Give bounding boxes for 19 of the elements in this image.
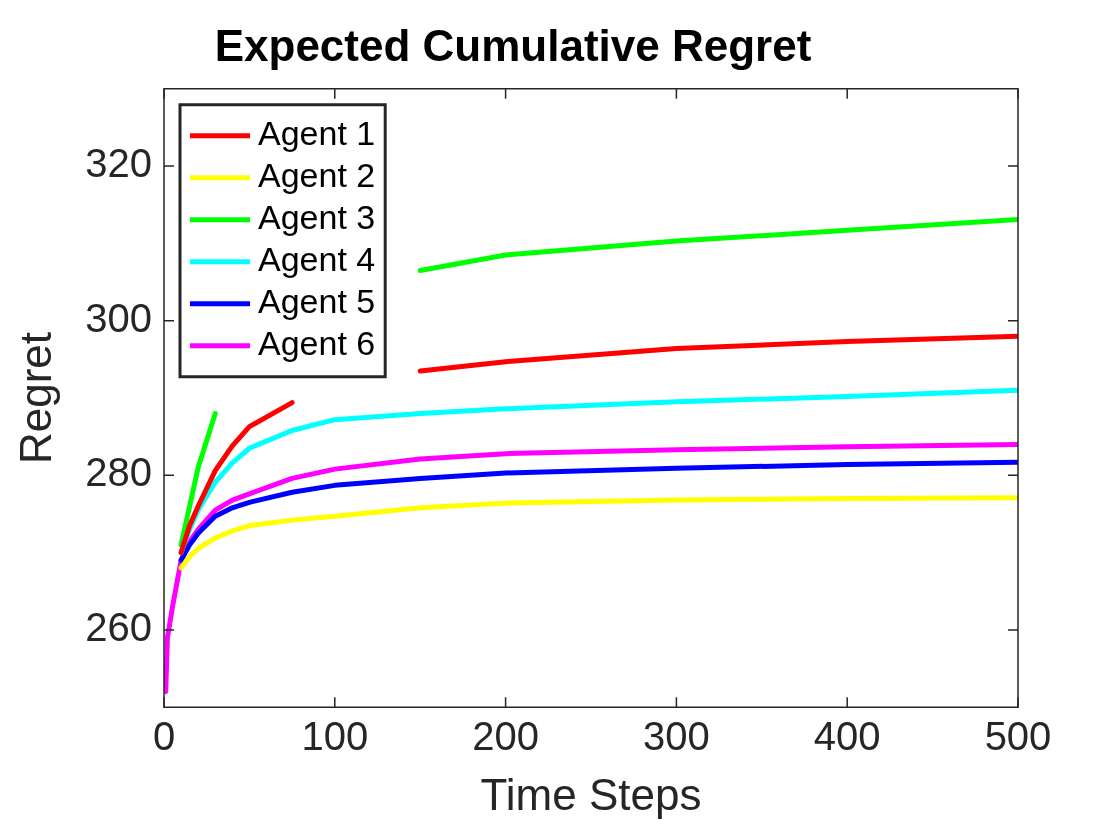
x-tick-label: 200 — [472, 714, 539, 759]
legend-label: Agent 1 — [258, 114, 376, 153]
x-tick-label: 300 — [643, 714, 710, 759]
legend-label: Agent 3 — [258, 198, 376, 237]
chart-title: Expected Cumulative Regret — [214, 20, 812, 70]
y-tick-label: 300 — [85, 295, 152, 340]
y-axis-title: Regret — [10, 331, 60, 465]
y-tick-label: 280 — [85, 450, 152, 495]
legend-label: Agent 5 — [258, 282, 376, 321]
legend-label: Agent 2 — [258, 156, 376, 195]
legend-label: Agent 4 — [258, 240, 376, 279]
x-tick-label: 100 — [301, 714, 369, 759]
x-axis-title: Time Steps — [480, 769, 702, 819]
x-tick-label: 500 — [984, 714, 1052, 759]
x-tick-label: 0 — [152, 714, 176, 759]
legend-label: Agent 6 — [258, 324, 376, 363]
y-tick-label: 260 — [85, 604, 152, 649]
y-tick-label: 320 — [85, 141, 152, 186]
x-tick-label: 400 — [813, 714, 881, 759]
